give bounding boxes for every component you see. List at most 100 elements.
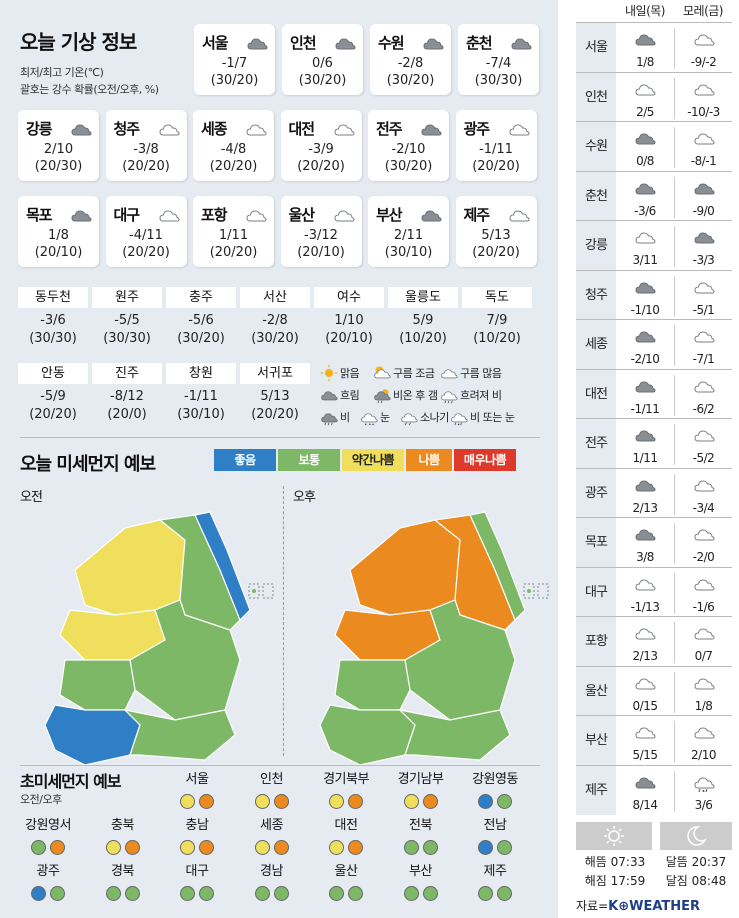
- forecast-day2: -10/-3: [687, 104, 720, 119]
- forecast-header: 내일(목) 모레(금): [616, 0, 732, 22]
- pm-am-dot: [478, 794, 493, 809]
- forecast-day1: -1/10: [630, 302, 660, 317]
- moon-icon: [687, 826, 707, 846]
- small-city-rain: (10/20): [473, 331, 521, 346]
- small-city-name: 서귀포: [240, 363, 310, 384]
- legend-item: 구름 조금: [373, 364, 435, 382]
- small-city-temp: 7/9: [486, 313, 508, 328]
- pm-region: 광주: [10, 864, 86, 902]
- city-temp: -2/10: [391, 142, 426, 157]
- city-rain: (30/20): [298, 73, 347, 88]
- pm-am-dot: [403, 886, 419, 901]
- pm-pm-dot: [199, 794, 214, 809]
- small-city-rain: (30/20): [177, 331, 225, 346]
- small-city: 동두천 -3/6 (30/30): [18, 287, 88, 348]
- city-temp: 0/6: [312, 56, 333, 71]
- forecast-row: 전주 1/11 -5/2: [576, 418, 732, 468]
- small-city: 진주 -8/12 (20/0): [92, 363, 162, 424]
- snow-icon: [361, 413, 378, 426]
- pm-region-name: 충남: [185, 818, 209, 833]
- city-rain: (20/10): [34, 245, 83, 260]
- forecast-day1: 3/11: [632, 253, 658, 267]
- city-temp: -1/7: [221, 56, 248, 71]
- city-rain: (20/20): [209, 159, 258, 174]
- forecast-day2: 0/7: [694, 649, 713, 663]
- city-name: 전주: [376, 120, 403, 138]
- cloudy-icon: [71, 210, 92, 222]
- pm-pm-dot: [422, 840, 438, 855]
- small-city-name: 충주: [166, 287, 236, 308]
- map-pm-label: 오후: [293, 490, 316, 505]
- small-city-temp: -3/6: [40, 313, 66, 328]
- pm-region: 부산: [383, 864, 459, 902]
- pm-region-name: 대전: [334, 818, 358, 833]
- city-card: 울산 -3/12 (20/10): [280, 196, 362, 267]
- small-city: 서귀포 5/13 (20/20): [240, 363, 310, 424]
- mostly-cloudy-icon: [693, 83, 715, 95]
- pm-pm-dot: [199, 886, 214, 901]
- pm-pm-dot: [497, 886, 512, 901]
- forecast-city: 제주: [576, 765, 616, 815]
- cloudy-icon: [635, 479, 656, 491]
- city-name: 세종: [201, 120, 228, 138]
- forecast-day2: -9/-2: [690, 55, 717, 69]
- small-city-name: 동두천: [18, 287, 88, 308]
- pm-am-dot: [31, 886, 46, 901]
- mostly-cloudy-icon: [158, 210, 180, 222]
- city-name: 수원: [378, 34, 405, 52]
- city-temp: -2/8: [397, 56, 424, 71]
- pm-pm-dot: [497, 794, 512, 809]
- source-credit: 자료=K⊕WEATHER: [576, 899, 701, 914]
- cloudy-icon: [423, 38, 444, 50]
- forecast-city: 광주: [576, 468, 616, 518]
- rain-then-clear-icon: [374, 389, 391, 404]
- rain-or-snow-icon: [451, 413, 468, 426]
- pm-region: 서울: [159, 772, 235, 810]
- dust-maps: [44, 511, 549, 765]
- forecast-row: 울산 0/15 1/8: [576, 665, 732, 716]
- cloudy-icon: [693, 232, 715, 244]
- small-city: 안동 -5/9 (20/20): [18, 363, 88, 424]
- sun-icon: [604, 826, 624, 846]
- legend-item: 구름 많음: [440, 364, 502, 382]
- forecast-day1: 2/13: [632, 649, 658, 663]
- city-card: 서울 -1/7 (30/20): [194, 24, 275, 95]
- day2-header: 모레(금): [683, 4, 723, 18]
- small-city-temp: 1/10: [334, 313, 364, 328]
- forecast-row: 세종 -2/10 -7/1: [576, 319, 732, 369]
- cloudy-icon: [421, 124, 442, 136]
- pm-region: 대전: [308, 818, 384, 856]
- city-name: 울산: [288, 206, 316, 224]
- small-city-temp: -1/11: [184, 389, 218, 404]
- pm-region: 울산: [308, 864, 384, 902]
- forecast-day2: -3/3: [692, 253, 715, 267]
- pm-region-name: 강원영동: [472, 772, 518, 787]
- city-card: 전주 -2/10 (30/20): [368, 110, 449, 181]
- city-rain: (20/20): [297, 159, 345, 174]
- cloudy-icon: [247, 38, 268, 50]
- pm-pm-dot: [348, 794, 363, 809]
- city-rain: (30/20): [386, 73, 435, 88]
- city-card: 청주 -3/8 (20/20): [105, 110, 187, 181]
- city-temp: -3/8: [133, 142, 159, 157]
- pm-region: 강원영동: [457, 772, 533, 810]
- forecast-city: 서울: [576, 23, 616, 72]
- mostly-cloudy-icon: [635, 677, 656, 689]
- forecast-city: 청주: [576, 270, 616, 320]
- pm-am-dot: [254, 794, 270, 809]
- mostly-cloudy-icon: [246, 210, 267, 222]
- forecast-city: 전주: [576, 419, 616, 468]
- forecast-day1: 5/15: [632, 748, 658, 762]
- mostly-cloudy-icon: [693, 727, 715, 739]
- pm-subtitle: 오전/오후: [20, 793, 62, 806]
- dust-level-4: 매우나쁨: [454, 449, 516, 471]
- small-city-rain: (30/30): [103, 331, 151, 346]
- pm-am-dot: [31, 840, 46, 855]
- city-temp: 1/8: [48, 228, 69, 243]
- legend-item: 흐려져 비: [440, 386, 502, 404]
- forecast-row: 포항 2/13 0/7: [576, 616, 732, 666]
- mostly-cloudy-icon: [635, 727, 656, 739]
- forecast-day1: -1/11: [630, 401, 660, 416]
- cloudy-icon: [635, 430, 656, 442]
- city-name: 대전: [288, 120, 316, 138]
